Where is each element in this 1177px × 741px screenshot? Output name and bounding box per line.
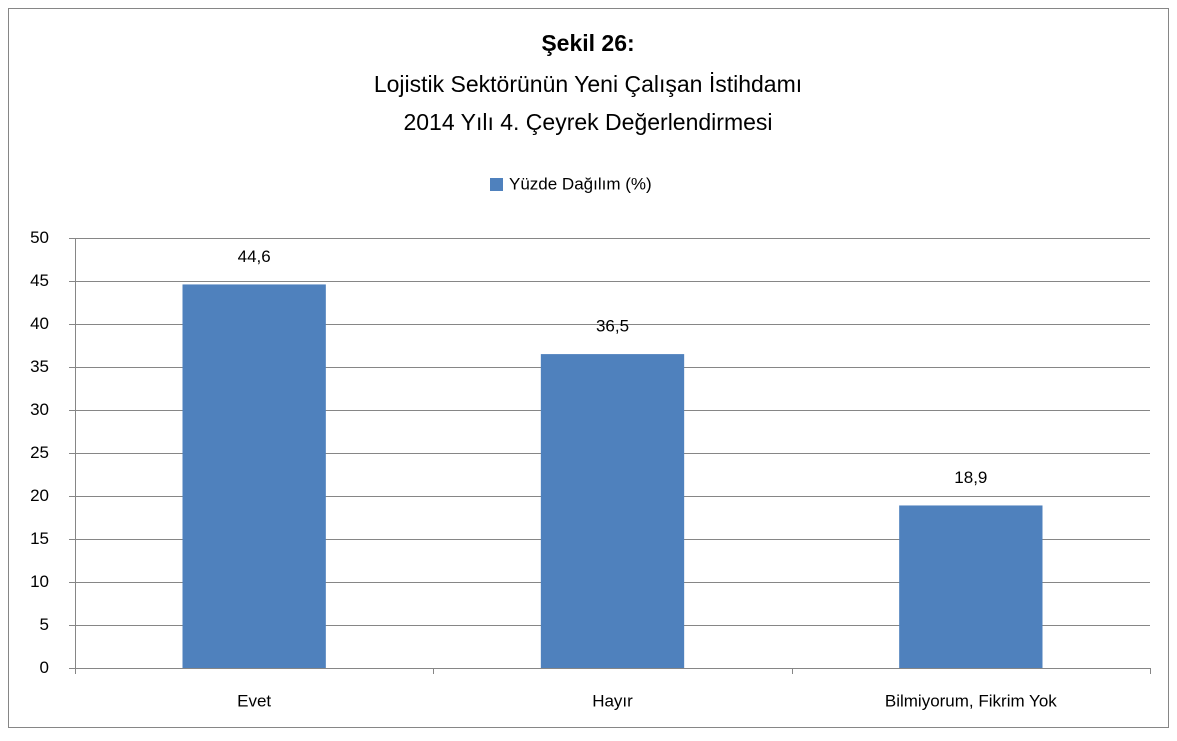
legend-label: Yüzde Dağılım (%) bbox=[509, 174, 652, 193]
x-tick-label: Hayır bbox=[592, 691, 633, 710]
y-tick-label: 20 bbox=[30, 486, 49, 505]
chart-subtitle: 2014 Yılı 4. Çeyrek Değerlendirmesi bbox=[403, 109, 772, 135]
bar bbox=[540, 354, 685, 668]
y-tick-label: 35 bbox=[30, 357, 49, 376]
x-tick-label: Bilmiyorum, Fikrim Yok bbox=[885, 691, 1057, 710]
legend-swatch bbox=[490, 178, 503, 191]
y-tick-label: 45 bbox=[30, 271, 49, 290]
data-label: 36,5 bbox=[596, 317, 629, 336]
data-label: 18,9 bbox=[954, 468, 987, 487]
y-tick-label: 5 bbox=[40, 615, 49, 634]
bar bbox=[899, 505, 1043, 668]
y-tick-label: 25 bbox=[30, 443, 49, 462]
y-tick-label: 15 bbox=[30, 529, 49, 548]
x-tick-label: Evet bbox=[237, 691, 271, 710]
chart-title: Şekil 26: bbox=[541, 30, 634, 56]
y-tick-label: 0 bbox=[40, 658, 49, 677]
bar bbox=[182, 284, 326, 668]
data-label: 44,6 bbox=[238, 247, 271, 266]
y-tick-label: 50 bbox=[30, 228, 49, 247]
y-tick-label: 10 bbox=[30, 572, 49, 591]
chart-subtitle: Lojistik Sektörünün Yeni Çalışan İstihda… bbox=[374, 71, 802, 97]
y-tick-label: 40 bbox=[30, 314, 49, 333]
y-tick-label: 30 bbox=[30, 400, 49, 419]
